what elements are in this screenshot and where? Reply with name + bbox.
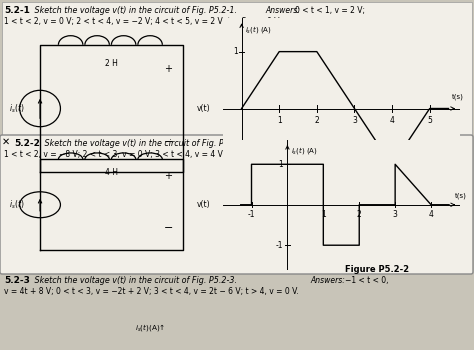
Text: t(s): t(s) [452,93,464,100]
Text: $i_s(t)$ (A): $i_s(t)$ (A) [245,25,272,35]
Text: +: + [164,171,173,181]
Text: t(s): t(s) [455,192,466,199]
Text: 5: 5 [427,116,432,125]
Text: 1: 1 [277,116,282,125]
Text: 5.2-1: 5.2-1 [4,6,30,15]
Text: −: − [164,137,173,147]
Text: $i_s(t)$: $i_s(t)$ [9,102,25,115]
Text: 3: 3 [352,116,357,125]
Text: Answers:: Answers: [310,276,345,285]
Text: 1: 1 [278,160,283,169]
Text: −1 < t < 0,: −1 < t < 0, [345,276,389,285]
Text: 2 H: 2 H [105,58,118,68]
Text: 1 < t < 2, v = 0 V; 2 < t < 4, v = −2 V; 4 < t < 5, v = 2 V; t > 5, v = 0 V.: 1 < t < 2, v = 0 V; 2 < t < 4, v = −2 V;… [4,17,281,26]
Text: −1 < t < 1, v = 2 V;: −1 < t < 1, v = 2 V; [295,139,371,148]
Text: 1: 1 [233,47,238,56]
Text: Figure P5.2-2: Figure P5.2-2 [345,265,409,274]
Text: 5.2-3: 5.2-3 [4,276,30,285]
Text: Answers:: Answers: [265,6,300,15]
Text: $i_s(t)$ (A): $i_s(t)$ (A) [291,145,318,156]
Text: Sketch the voltage v(t) in the circuit of Fig. P5.2-3.: Sketch the voltage v(t) in the circuit o… [32,276,237,285]
Text: 4 H: 4 H [105,168,118,177]
Text: 1: 1 [321,210,326,219]
Text: $i_s(t)$: $i_s(t)$ [9,198,25,211]
Text: Figure P5.2-1: Figure P5.2-1 [341,191,405,200]
FancyBboxPatch shape [2,2,472,135]
Text: 5.2-2: 5.2-2 [14,139,40,148]
Text: 2: 2 [314,116,319,125]
Text: 2: 2 [357,210,362,219]
Text: -1: -1 [248,210,255,219]
Text: ✕: ✕ [2,137,10,147]
Text: Sketch the voltage v(t) in the circuit of Fig. P5.2-2.: Sketch the voltage v(t) in the circuit o… [42,139,247,148]
Text: 0 < t < 1, v = 2 V;: 0 < t < 1, v = 2 V; [295,6,365,15]
Text: 1 < t < 2, v = −8 V; 2 < t < 3, v = 0 V; 3 < t < 4, v = 4 V; t > 4, v = 0 V.: 1 < t < 2, v = −8 V; 2 < t < 3, v = 0 V;… [4,150,281,159]
Text: v(t): v(t) [197,200,210,209]
Text: v = 4t + 8 V; 0 < t < 3, v = −2t + 2 V; 3 < t < 4, v = 2t − 6 V; t > 4, v = 0 V.: v = 4t + 8 V; 0 < t < 3, v = −2t + 2 V; … [4,287,299,296]
Text: $i_s(t)$(A)↑: $i_s(t)$(A)↑ [135,322,165,333]
Text: Sketch the voltage v(t) in the circuit of Fig. P5.2-1.: Sketch the voltage v(t) in the circuit o… [32,6,237,15]
Text: 4: 4 [390,116,394,125]
FancyBboxPatch shape [0,135,473,274]
Text: 4: 4 [428,210,434,219]
Text: -1: -1 [275,241,283,250]
Text: -1: -1 [230,161,238,170]
Text: Answers:: Answers: [265,139,300,148]
Text: v(t): v(t) [197,104,210,113]
Text: +: + [164,64,173,74]
Text: 3: 3 [392,210,398,219]
Text: −: − [164,223,173,233]
